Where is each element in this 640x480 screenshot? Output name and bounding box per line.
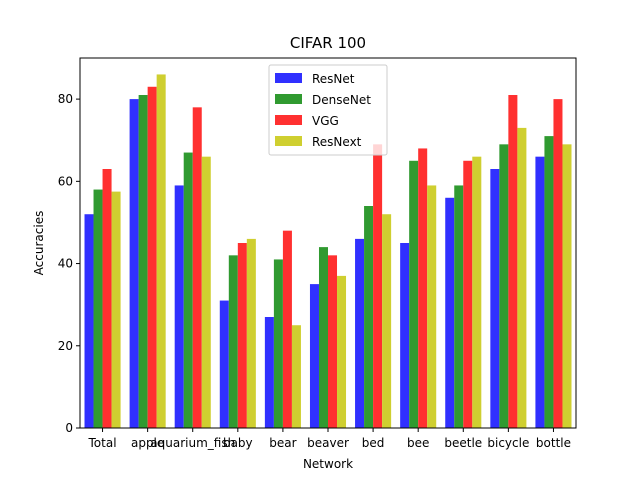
x-tick-label: aquarium_fish <box>150 436 235 450</box>
x-tick-label: bee <box>407 436 429 450</box>
x-tick-label: bed <box>362 436 385 450</box>
bar-resnet-bottle <box>535 156 545 428</box>
bars-group <box>84 74 572 429</box>
y-axis-label: Accuracies <box>32 211 46 276</box>
bar-resnet-bed <box>355 238 365 428</box>
bar-resnext-beetle <box>472 156 482 428</box>
bar-densenet-bed <box>364 206 374 428</box>
bar-vgg-bear <box>282 230 292 428</box>
y-tick-label: 80 <box>58 92 73 106</box>
legend: ResNet DenseNet VGG ResNext <box>268 64 388 156</box>
bar-resnet-total <box>84 214 94 428</box>
bar-densenet-bicycle <box>499 144 509 429</box>
bar-vgg-beetle <box>463 160 473 428</box>
x-tick-label: bicycle <box>487 436 529 450</box>
bar-resnext-bicycle <box>517 127 527 428</box>
bar-resnext-bed <box>382 214 392 428</box>
bar-densenet-bee <box>409 160 419 428</box>
x-tick-label: beaver <box>307 436 349 450</box>
bar-vgg-total <box>102 169 112 428</box>
x-tick-label: beetle <box>444 436 482 450</box>
bar-resnext-bear <box>291 325 301 428</box>
bar-vgg-bottle <box>553 99 563 428</box>
x-tick-label: apple <box>131 436 164 450</box>
bar-resnext-aquarium_fish <box>201 156 211 428</box>
legend-swatch-vgg <box>275 115 302 125</box>
bar-resnext-baby <box>246 238 256 428</box>
legend-swatch-resnext <box>275 136 302 146</box>
bar-vgg-bed <box>373 144 383 429</box>
bar-resnet-baby <box>219 300 229 428</box>
y-tick-label: 40 <box>58 257 73 271</box>
legend-frame <box>268 64 388 156</box>
legend-label-densenet: DenseNet <box>312 93 371 107</box>
bar-vgg-bee <box>418 148 428 428</box>
x-tick-label: baby <box>223 436 253 450</box>
legend-label-vgg: VGG <box>312 114 339 128</box>
bar-resnet-apple <box>129 99 139 428</box>
bar-vgg-apple <box>147 86 157 429</box>
legend-label-resnext: ResNext <box>312 135 362 149</box>
bar-densenet-bear <box>273 259 283 428</box>
bar-resnet-bicycle <box>490 169 500 428</box>
y-tick-label: 60 <box>58 174 73 188</box>
bar-vgg-baby <box>237 243 247 428</box>
bar-resnet-aquarium_fish <box>174 185 184 428</box>
bar-densenet-aquarium_fish <box>183 152 193 429</box>
legend-swatch-densenet <box>275 94 302 104</box>
chart-title: CIFAR 100 <box>290 34 366 52</box>
x-tick-label: bear <box>269 436 296 450</box>
bar-resnet-bear <box>264 317 274 428</box>
bar-resnext-apple <box>156 74 166 428</box>
bar-resnext-bottle <box>562 144 572 429</box>
x-axis-label: Network <box>303 457 353 471</box>
bar-resnet-beaver <box>309 284 319 428</box>
bar-resnext-bee <box>427 185 437 428</box>
bar-vgg-aquarium_fish <box>192 107 202 428</box>
bar-resnet-beetle <box>445 197 455 428</box>
bar-densenet-apple <box>138 95 148 428</box>
bar-resnet-bee <box>400 243 410 428</box>
bar-densenet-total <box>93 189 103 428</box>
bar-resnext-beaver <box>337 275 347 428</box>
y-axis-ticks: 0 20 40 60 80 <box>58 92 80 435</box>
x-tick-label: bottle <box>536 436 571 450</box>
bar-densenet-beaver <box>318 247 328 428</box>
legend-swatch-resnet <box>275 73 302 83</box>
bar-vgg-bicycle <box>508 95 518 428</box>
bar-vgg-beaver <box>328 255 338 428</box>
y-tick-label: 0 <box>65 421 73 435</box>
legend-label-resnet: ResNet <box>312 72 355 86</box>
y-tick-label: 20 <box>58 339 73 353</box>
x-tick-label: Total <box>88 436 117 450</box>
bar-densenet-baby <box>228 255 238 428</box>
bar-resnext-total <box>111 191 121 428</box>
bar-densenet-beetle <box>454 185 464 428</box>
bar-densenet-bottle <box>544 136 554 428</box>
